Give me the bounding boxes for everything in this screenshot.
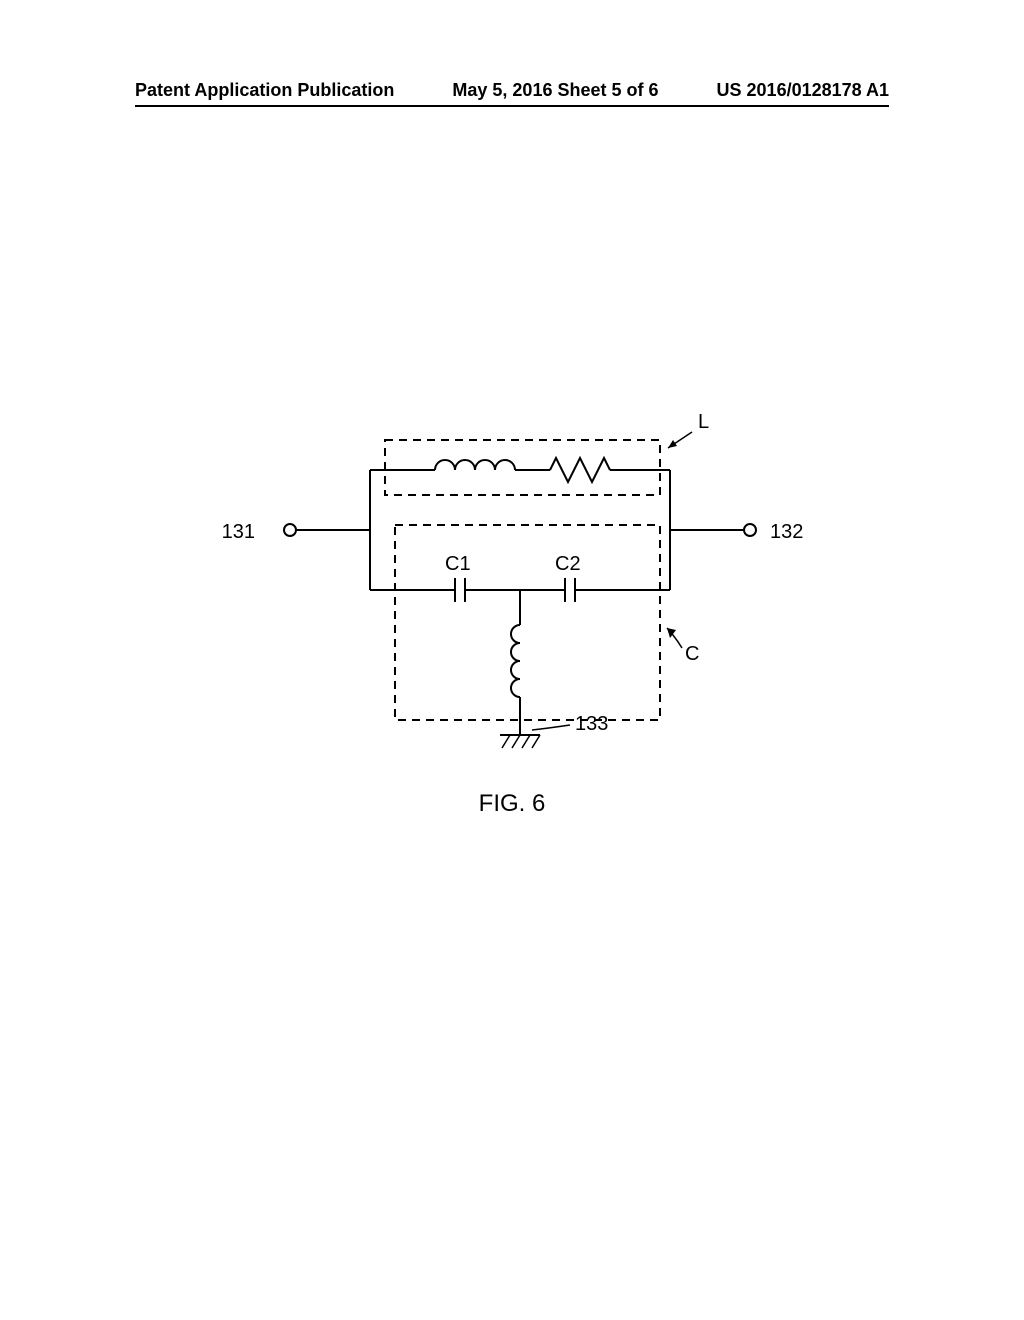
- ground-hatch3-icon: [522, 735, 530, 748]
- header-right: US 2016/0128178 A1: [717, 80, 889, 101]
- circuit-svg: 131 132 L C1 C2: [280, 430, 760, 790]
- terminal-right-icon: [744, 524, 756, 536]
- ground-label-curve: [532, 725, 570, 730]
- box-c-label: C: [685, 643, 699, 665]
- resistor-icon: [550, 458, 610, 482]
- inductor-icon: [435, 460, 515, 470]
- header-left: Patent Application Publication: [135, 80, 394, 101]
- ground-hatch2-icon: [512, 735, 520, 748]
- cap1-label: C1: [445, 553, 471, 575]
- circuit-diagram: 131 132 L C1 C2: [280, 430, 760, 760]
- box-l-dashed: [385, 440, 660, 495]
- header-divider: [135, 105, 889, 107]
- terminal-right-label: 132: [770, 521, 803, 543]
- terminal-left-label: 131: [222, 521, 255, 543]
- ground-hatch1-icon: [502, 735, 510, 748]
- figure-caption: FIG. 6: [0, 790, 1024, 818]
- ground-inductor-icon: [511, 625, 520, 697]
- ground-label: 133: [575, 713, 608, 735]
- cap2-label: C2: [555, 553, 581, 575]
- page-header: Patent Application Publication May 5, 20…: [0, 80, 1024, 101]
- box-l-label: L: [698, 411, 709, 433]
- box-c-dashed: [395, 525, 660, 720]
- ground-hatch4-icon: [532, 735, 540, 748]
- header-center: May 5, 2016 Sheet 5 of 6: [452, 80, 658, 101]
- terminal-left-icon: [284, 524, 296, 536]
- l-label-arrow-head: [668, 440, 677, 448]
